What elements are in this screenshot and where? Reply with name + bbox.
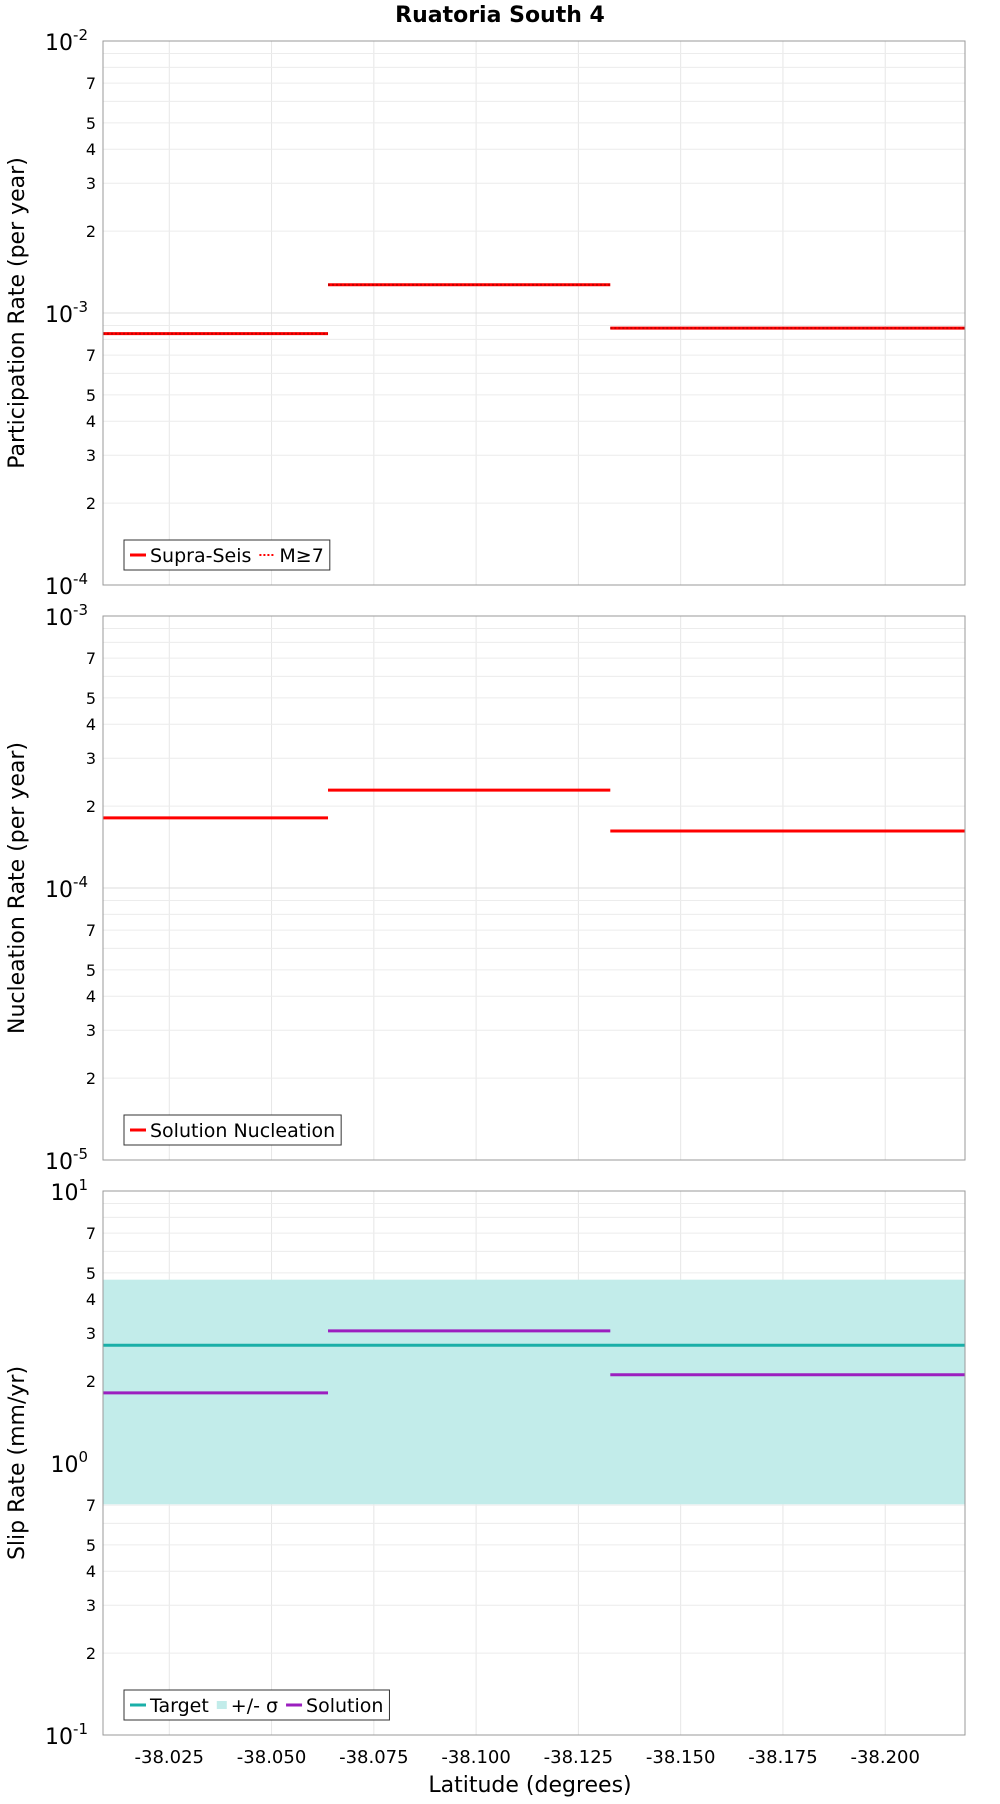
y-minor-tick-label: 5 (86, 114, 96, 133)
legend-background (124, 1690, 390, 1720)
y-tick-label: 101 (50, 1176, 88, 1206)
y-minor-tick-label: 4 (86, 140, 96, 159)
y-minor-tick-label: 5 (86, 386, 96, 405)
legend-label: Target (149, 1695, 209, 1717)
x-tick-label: -38.025 (135, 1747, 204, 1768)
y-minor-tick-label: 2 (86, 1372, 96, 1391)
y-tick-label: 10-3 (45, 298, 88, 328)
y-tick-label: 10-3 (45, 601, 88, 631)
plot-frame (102, 1190, 966, 1736)
y-minor-tick-label: 7 (86, 346, 96, 365)
legend-box (123, 1114, 342, 1146)
y-minor-tick-label: 5 (86, 961, 96, 980)
y-axis-label: Slip Rate (mm/yr) (5, 1366, 30, 1560)
x-tick-label: -38.125 (544, 1747, 613, 1768)
y-minor-tick-label: 5 (86, 689, 96, 708)
legend-label: +/- σ (231, 1695, 278, 1717)
plot-frame (102, 615, 966, 1161)
y-minor-tick-label: 7 (86, 921, 96, 940)
y-tick-label: 100 (50, 1448, 88, 1478)
legend: Supra-Seis M≥7 (123, 539, 331, 571)
x-tick-label: -38.100 (441, 1747, 510, 1768)
y-minor-tick-label: 5 (86, 1536, 96, 1555)
x-tick-label: -38.150 (646, 1747, 715, 1768)
y-minor-tick-label: 7 (86, 1496, 96, 1515)
panel-2: 10-5 10-4 10-3 2 3 4 5 7 2 3 4 5 7 Nucleation Rate (p… (5, 601, 966, 1175)
legend-label: Solution (306, 1695, 383, 1717)
legend: Solution Nucleation (123, 1114, 342, 1146)
y-minor-tick-label: 4 (86, 715, 96, 734)
x-tick-label: -38.175 (748, 1747, 817, 1768)
y-minor-tick-label: 3 (86, 1324, 96, 1343)
y-minor-tick-label: 2 (86, 797, 96, 816)
legend-label: M≥7 (279, 545, 323, 567)
y-minor-tick-label: 4 (86, 987, 96, 1006)
y-minor-tick-label: 3 (86, 749, 96, 768)
panel-3: 10-1 100 101 2 3 4 5 7 2 3 4 5 7 Slip Rate (mm/yr) -38… (5, 1176, 966, 1768)
y-axis-label: Nucleation Rate (per year) (5, 742, 30, 1034)
y-minor-tick-label: 2 (86, 494, 96, 513)
x-axis-label: Latitude (degrees) (428, 1773, 631, 1798)
legend-background (124, 1115, 342, 1145)
y-tick-label: 10-1 (45, 1720, 88, 1750)
legend-swatch-band (216, 1701, 227, 1709)
x-tick-label: -38.050 (237, 1747, 306, 1768)
y-minor-tick-label: 3 (86, 1596, 96, 1615)
y-minor-tick-label: 5 (86, 1264, 96, 1283)
y-minor-tick-label: 7 (86, 1224, 96, 1243)
y-tick-label: 10-2 (45, 26, 88, 56)
legend: Target +/- σ Solution (123, 1689, 390, 1721)
y-tick-label: 10-4 (45, 570, 88, 600)
x-tick-label: -38.075 (339, 1747, 408, 1768)
y-tick-label: 10-5 (45, 1145, 88, 1175)
y-minor-tick-label: 7 (86, 74, 96, 93)
y-minor-tick-label: 3 (86, 174, 96, 193)
y-minor-tick-label: 4 (86, 1290, 96, 1309)
y-minor-tick-label: 2 (86, 222, 96, 241)
x-tick-label: -38.200 (850, 1747, 919, 1768)
legend-background (124, 540, 330, 570)
legend-box (123, 539, 331, 571)
chart-title: Ruatoria South 4 (395, 3, 605, 28)
y-minor-tick-label: 4 (86, 1562, 96, 1581)
y-minor-tick-label: 3 (86, 446, 96, 465)
legend-label: Solution Nucleation (150, 1120, 335, 1142)
y-tick-label: 10-4 (45, 873, 88, 903)
y-minor-tick-label: 2 (86, 1069, 96, 1088)
legend-box (123, 1689, 390, 1721)
legend-label: Supra-Seis (150, 545, 251, 567)
y-minor-tick-label: 7 (86, 649, 96, 668)
y-minor-tick-label: 3 (86, 1021, 96, 1040)
y-minor-tick-label: 2 (86, 1644, 96, 1663)
plot-frame (102, 40, 966, 586)
y-axis-label: Participation Rate (per year) (5, 157, 30, 469)
panel-1: 10-4 10-3 10-2 2 3 4 5 7 2 3 4 5 7 Participation Rate… (5, 26, 966, 600)
y-minor-tick-label: 4 (86, 412, 96, 431)
